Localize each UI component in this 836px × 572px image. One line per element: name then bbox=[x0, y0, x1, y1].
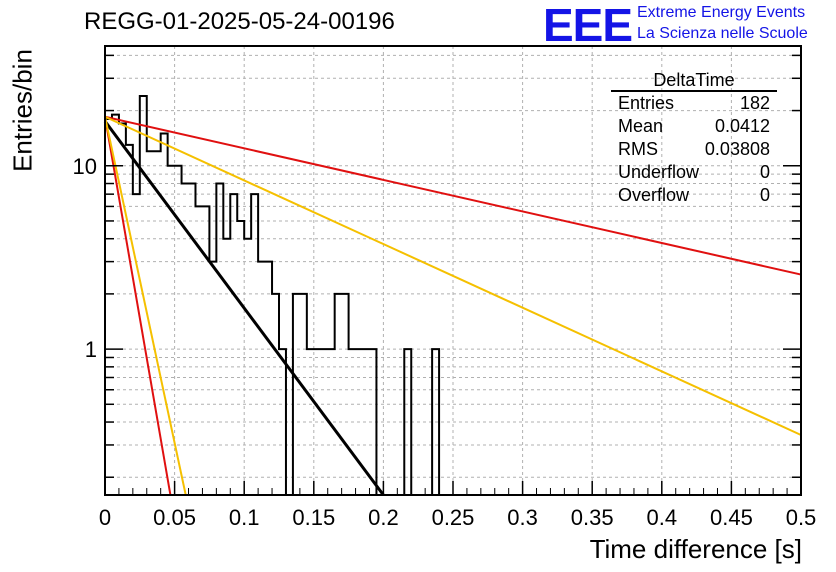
x-tick-label: 0.3 bbox=[507, 505, 538, 530]
stats-label: Underflow bbox=[618, 162, 700, 182]
x-tick-label: 0.4 bbox=[647, 505, 678, 530]
stats-value: 0.0412 bbox=[714, 116, 770, 136]
x-tick-label: 0.05 bbox=[153, 505, 196, 530]
x-tick-label: 0.15 bbox=[292, 505, 335, 530]
x-tick-label: 0.35 bbox=[571, 505, 614, 530]
stats-value: 0.03808 bbox=[704, 139, 770, 159]
stats-row-entries: Entries 182 bbox=[611, 92, 777, 115]
plot-title: REGG-01-2025-05-24-00196 bbox=[84, 8, 395, 35]
stats-label: Overflow bbox=[618, 185, 690, 205]
stats-row-underflow: Underflow 0 bbox=[611, 161, 777, 184]
x-tick-label: 0.2 bbox=[368, 505, 399, 530]
stats-value: 182 bbox=[739, 93, 770, 113]
stats-row-overflow: Overflow 0 bbox=[611, 184, 777, 207]
eee-logo: EEE bbox=[543, 0, 633, 51]
x-tick-label: 0.25 bbox=[432, 505, 475, 530]
exponential-line-orange bbox=[104, 115, 802, 436]
exponential-line-fit bbox=[103, 120, 385, 496]
stats-label: Entries bbox=[618, 93, 675, 113]
stats-row-mean: Mean 0.0412 bbox=[611, 115, 777, 138]
y-tick-label: 1 bbox=[85, 337, 97, 362]
grid-lines bbox=[105, 46, 801, 495]
fit-lines bbox=[103, 115, 802, 496]
x-tick-label: 0.45 bbox=[710, 505, 753, 530]
tick-labels: 0 0.05 0.1 0.15 0.2 0.25 0.3 0.35 0.4 0.45 0.5 1 10 bbox=[73, 154, 817, 530]
stats-title: DeltaTime bbox=[611, 70, 777, 92]
stats-label: RMS bbox=[618, 139, 658, 159]
y-tick-label: 10 bbox=[73, 154, 97, 179]
x-tick-label: 0 bbox=[99, 505, 111, 530]
x-axis-label: Time difference [s] bbox=[589, 534, 802, 564]
logo-line-2: La Scienza nelle Scuole bbox=[637, 25, 808, 42]
stats-value: 0 bbox=[759, 185, 770, 205]
exponential-line-red bbox=[104, 116, 172, 496]
stats-label: Mean bbox=[618, 116, 664, 136]
stats-row-rms: RMS 0.03808 bbox=[611, 138, 777, 161]
axis-ticks bbox=[104, 54, 802, 495]
x-tick-label: 0.1 bbox=[229, 505, 260, 530]
stats-box: DeltaTime Entries 182 Mean 0.0412 RMS 0.… bbox=[611, 70, 777, 207]
exponential-line-orange bbox=[104, 116, 187, 496]
x-tick-label: 0.5 bbox=[786, 505, 817, 530]
y-axis-label: Entries/bin bbox=[7, 49, 38, 172]
stats-value: 0 bbox=[759, 162, 770, 182]
logo-line-1: Extreme Energy Events bbox=[637, 4, 806, 21]
exponential-line-red bbox=[104, 115, 802, 276]
